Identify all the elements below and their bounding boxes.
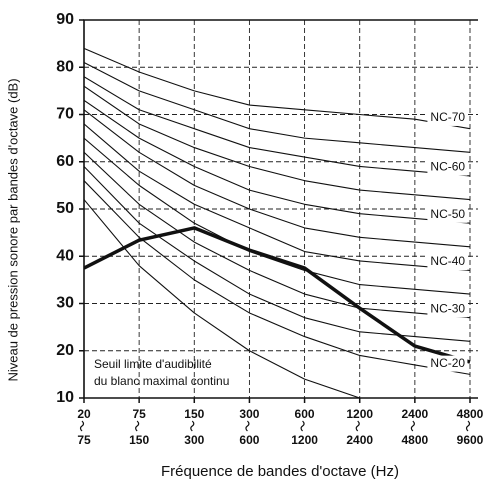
- x-tick-label: 150: [184, 407, 204, 421]
- series-label: NC-30: [430, 301, 465, 315]
- x-tick-label: 2400: [402, 407, 429, 421]
- nc-curve: [84, 62, 471, 153]
- x-tick-label: 75: [77, 433, 91, 447]
- label-bg: [427, 301, 468, 318]
- nc-curve: [84, 137, 471, 295]
- x-tick-label: 300: [184, 433, 204, 447]
- y-tick-label: 10: [56, 389, 74, 406]
- x-tick-label: 4800: [402, 433, 429, 447]
- label-bg: [427, 206, 468, 223]
- x-tick-label: 2400: [346, 433, 373, 447]
- tilde: [410, 420, 415, 432]
- x-tick-label: 600: [239, 433, 259, 447]
- tilde: [355, 420, 360, 432]
- label-bg: [427, 109, 468, 126]
- tilde: [135, 420, 140, 432]
- tilde: [300, 420, 305, 432]
- y-tick-label: 40: [56, 247, 74, 264]
- y-tick-label: 90: [56, 11, 74, 28]
- y-tick-label: 70: [56, 106, 74, 123]
- x-tick-label: 4800: [457, 407, 484, 421]
- x-tick-label: 20: [77, 407, 91, 421]
- x-tick-label: 300: [239, 407, 259, 421]
- axis-frame: [83, 19, 478, 399]
- series-label: NC-60: [430, 160, 465, 174]
- y-tick-label: 20: [56, 342, 74, 359]
- nc-curve: [84, 151, 471, 319]
- label-bg: [427, 355, 468, 372]
- nc-curve: [84, 99, 471, 224]
- nc-curve: [84, 76, 471, 177]
- y-tick-label: 50: [56, 200, 74, 217]
- series-label: NC-50: [430, 207, 465, 221]
- x-tick-label: 75: [132, 407, 146, 421]
- annotation: Seuil limite d'audibilité: [94, 357, 212, 371]
- y-axis-label: Niveau de pression sonore par bandes d'o…: [5, 78, 20, 381]
- tilde: [245, 420, 250, 432]
- series-label: NC-70: [430, 110, 465, 124]
- nc-curve: [84, 123, 471, 271]
- tilde: [190, 420, 195, 432]
- x-tick-label: 1200: [346, 407, 373, 421]
- nc-curve: [84, 166, 471, 342]
- nc-curve: [84, 199, 363, 398]
- tilde: [79, 420, 85, 432]
- x-tick-label: 600: [295, 407, 315, 421]
- threshold-curve: [84, 226, 471, 364]
- x-tick-label: 9600: [457, 433, 484, 447]
- y-tick-label: 80: [56, 58, 74, 75]
- x-tick-label: 150: [129, 433, 149, 447]
- nc-curve: [84, 180, 471, 375]
- series-label: NC-40: [430, 254, 465, 268]
- x-axis-label: Fréquence de bandes d'octave (Hz): [161, 463, 399, 480]
- nc-curve: [84, 47, 471, 130]
- tilde: [465, 420, 471, 432]
- x-tick-label: 1200: [291, 433, 318, 447]
- annotation: du blanc maximal continu: [94, 374, 229, 388]
- y-tick-label: 30: [56, 295, 74, 312]
- plot-lines: [84, 47, 471, 398]
- nc-curve: [84, 109, 471, 248]
- nc-curve: [84, 85, 471, 201]
- series-label: NC-20: [430, 356, 465, 370]
- y-tick-label: 60: [56, 153, 74, 170]
- label-bg: [427, 159, 468, 176]
- label-bg: [427, 254, 468, 271]
